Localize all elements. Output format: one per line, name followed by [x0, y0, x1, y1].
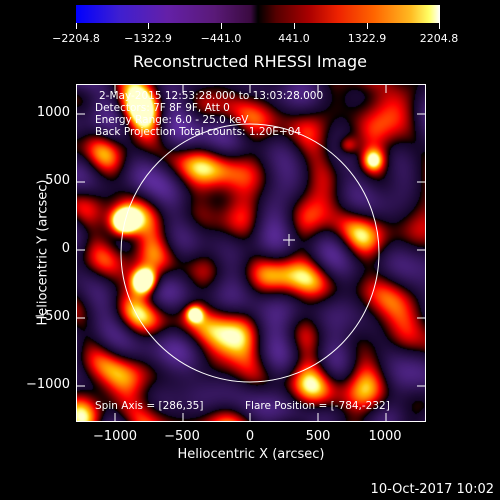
colorbar-tick-label: 2204.8 — [419, 32, 459, 45]
plot-title: Reconstructed RHESSI Image — [133, 52, 367, 71]
detectors-label: Detectors: 7F 8F 9F, Att 0 — [95, 102, 230, 114]
x-tick-label: 1000 — [368, 429, 402, 444]
y-axis-label: Heliocentric Y (arcsec) — [35, 179, 51, 326]
x-tick-label: 0 — [245, 429, 255, 444]
energy-range-label: Energy Range: 6.0 - 25.0 keV — [95, 114, 249, 126]
y-tick-label: 500 — [45, 173, 70, 188]
colorbar-tick — [294, 23, 295, 29]
colorbar-tick — [76, 23, 77, 29]
x-tick-label: −1000 — [93, 429, 137, 444]
plot-overlay — [77, 85, 425, 421]
colorbar-tick — [367, 23, 368, 29]
y-tick-label: −500 — [34, 309, 70, 324]
plot-frame: 2-May-2015 12:53:28.000 to 13:03:28.000 … — [76, 84, 426, 422]
method-counts-label: Back Projection Total counts: 1.20E+04 — [95, 126, 302, 138]
flare-position-label: Flare Position = [-784,-232] — [245, 400, 390, 412]
x-tick-label: 500 — [305, 429, 331, 444]
axis-ticks — [77, 85, 425, 421]
colorbar-tick-label: −2204.8 — [52, 32, 100, 45]
colorbar-tick-label: 441.0 — [278, 32, 310, 45]
colorbar: −2204.8 −1322.9 −441.0 441.0 1322.9 2204… — [52, 5, 458, 45]
x-axis-label: Heliocentric X (arcsec) — [177, 447, 325, 462]
solar-limb-circle — [120, 123, 380, 383]
time-range-label: 2-May-2015 12:53:28.000 to 13:03:28.000 — [99, 90, 324, 102]
x-tick-label: −500 — [164, 429, 200, 444]
y-tick-label: 1000 — [36, 105, 70, 120]
colorbar-tick — [221, 23, 222, 29]
timestamp: 10-Oct-2017 10:02 — [370, 482, 494, 497]
colorbar-tick-label: 1322.9 — [347, 32, 387, 45]
colorbar-tick-label: −1322.9 — [124, 32, 172, 45]
spin-axis-label: Spin Axis = [286,35] — [95, 400, 204, 412]
colorbar-tick — [439, 23, 440, 29]
y-tick-label: −1000 — [26, 377, 70, 392]
y-tick-label: 0 — [61, 241, 70, 256]
rhessi-image — [77, 85, 425, 421]
colorbar-tick — [148, 23, 149, 29]
colorbar-tick-label: −441.0 — [200, 32, 242, 45]
